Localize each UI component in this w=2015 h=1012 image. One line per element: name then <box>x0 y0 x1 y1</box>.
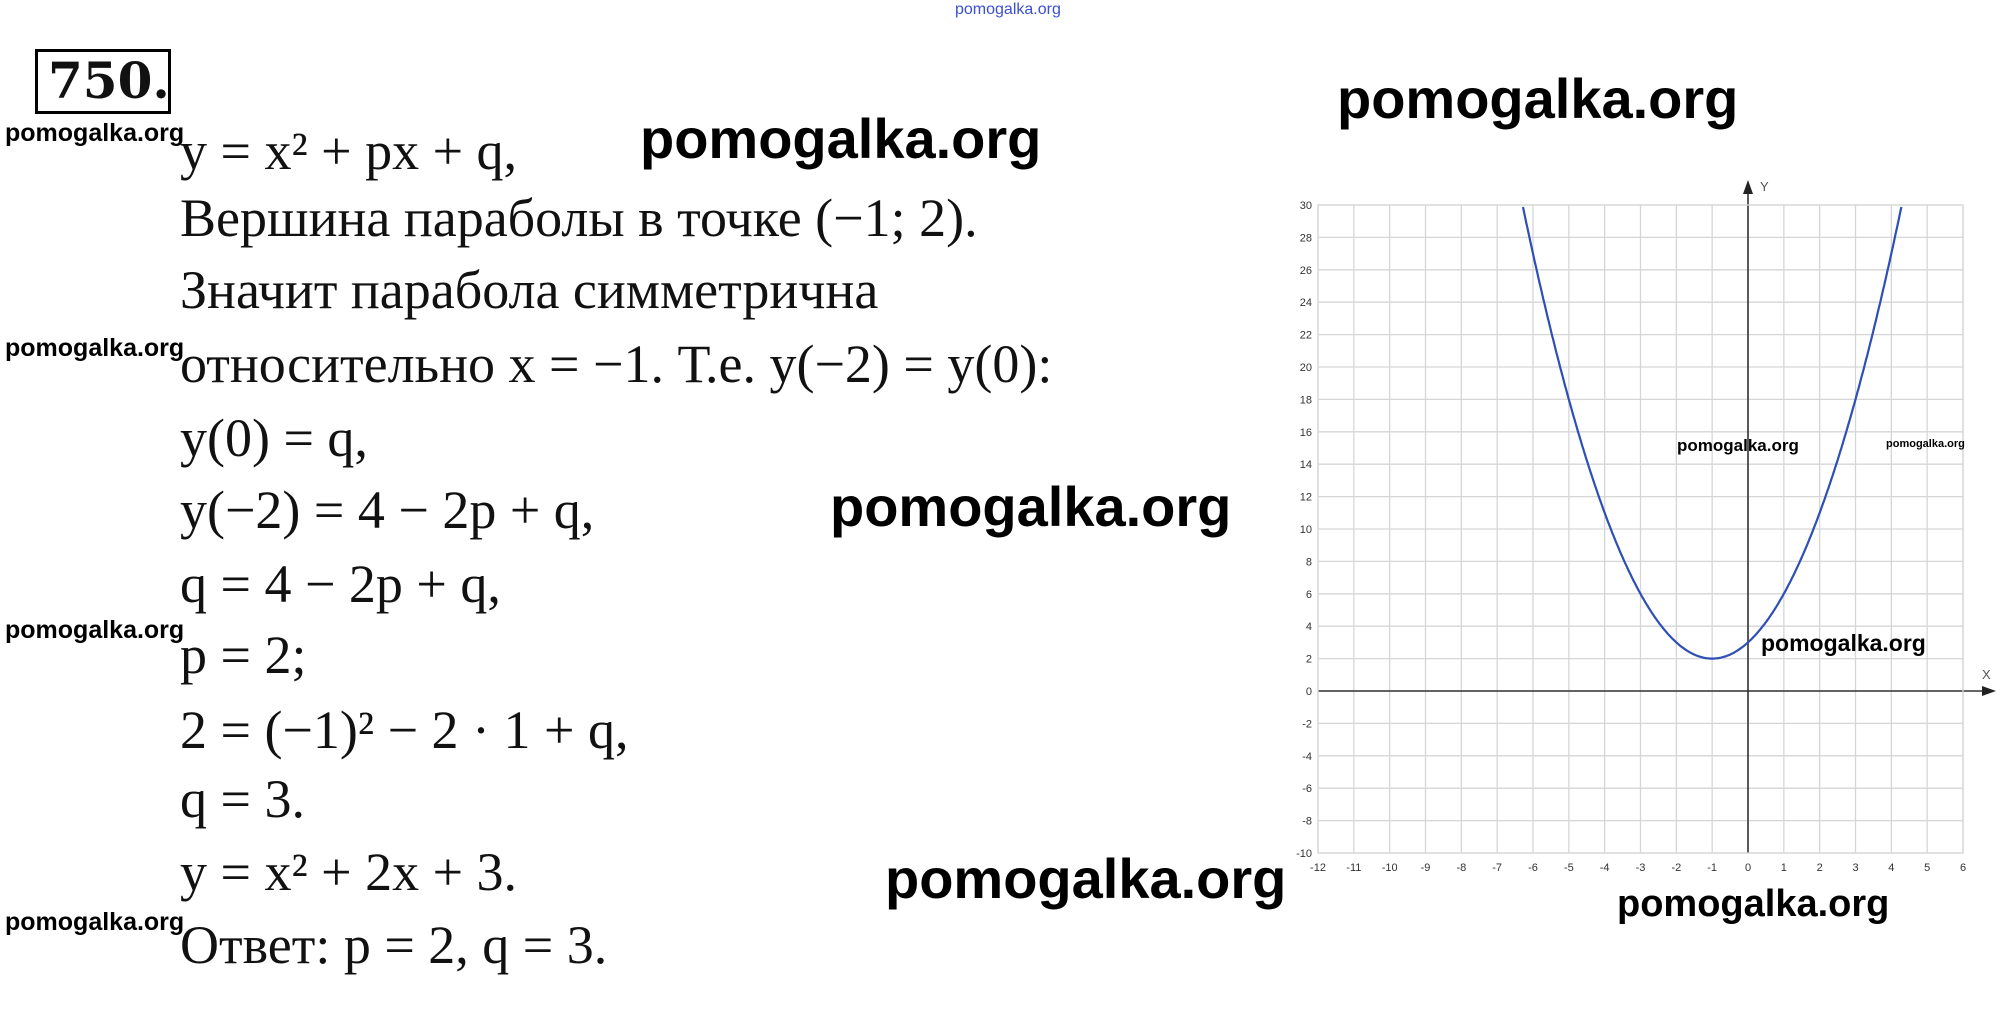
watermark: pomogalka.org <box>5 908 185 936</box>
x-tick-label: -5 <box>1564 862 1574 874</box>
x-tick-label: 6 <box>1960 862 1966 874</box>
y-tick-label: 12 <box>1300 492 1312 504</box>
watermark: pomogalka.org <box>955 1 1061 18</box>
x-tick-label: -10 <box>1382 862 1398 874</box>
x-tick-label: 2 <box>1817 862 1823 874</box>
solution-line: y = x² + 2x + 3. <box>180 842 518 902</box>
x-tick-label: -2 <box>1671 862 1681 874</box>
y-tick-label: 4 <box>1306 621 1312 633</box>
y-tick-label: -6 <box>1302 783 1312 795</box>
y-tick-label: 28 <box>1300 232 1312 244</box>
watermark: pomogalka.org <box>1617 883 1890 925</box>
y-tick-label: 18 <box>1300 394 1312 406</box>
watermark: pomogalka.org <box>830 475 1232 538</box>
x-tick-label: -3 <box>1636 862 1646 874</box>
solution-line: 2 = (−1)² − 2 · 1 + q, <box>180 700 629 760</box>
watermark: pomogalka.org <box>885 847 1287 910</box>
y-tick-label: 22 <box>1300 330 1312 342</box>
x-axis-arrow-icon <box>1982 686 1996 696</box>
watermark: pomogalka.org <box>1761 630 1926 656</box>
solution-line: y(0) = q, <box>180 408 368 468</box>
y-tick-label: 6 <box>1306 589 1312 601</box>
solution-line: q = 3. <box>180 769 305 829</box>
y-tick-label: 10 <box>1300 524 1312 536</box>
x-tick-label: 4 <box>1888 862 1894 874</box>
x-tick-label: -11 <box>1346 862 1361 874</box>
solution-line: Вершина параболы в точке (−1; 2). <box>180 188 978 248</box>
x-tick-label: -7 <box>1492 862 1502 874</box>
watermark: pomogalka.org <box>1337 67 1739 130</box>
solution-line: y = x² + px + q, <box>180 121 518 181</box>
y-tick-label: 8 <box>1306 556 1312 568</box>
x-tick-label: -6 <box>1528 862 1538 874</box>
y-tick-label: 2 <box>1306 654 1312 666</box>
watermark: pomogalka.org <box>5 616 185 644</box>
watermark: pomogalka.org <box>5 119 185 147</box>
y-tick-label: -8 <box>1302 816 1312 828</box>
y-tick-label: 24 <box>1300 297 1312 309</box>
parabola-curve <box>1521 206 1903 660</box>
y-tick-label: 26 <box>1300 265 1312 277</box>
y-axis-label: Y <box>1760 179 1769 194</box>
x-tick-label: -4 <box>1600 862 1610 874</box>
solution-line: y(−2) = 4 − 2p + q, <box>180 480 595 540</box>
solution-line: Ответ: p = 2, q = 3. <box>180 915 608 975</box>
x-tick-label: 1 <box>1781 862 1787 874</box>
y-tick-label: 14 <box>1300 459 1312 471</box>
problem-number: 750. <box>35 49 171 114</box>
x-tick-label: -8 <box>1456 862 1466 874</box>
solution-line: p = 2; <box>180 625 307 685</box>
watermark: pomogalka.org <box>1886 438 1965 450</box>
y-tick-label: 0 <box>1306 686 1312 698</box>
solution-line: относительно x = −1. Т.е. y(−2) = y(0): <box>180 334 1053 394</box>
y-tick-label: 30 <box>1300 200 1312 212</box>
x-tick-label: 5 <box>1924 862 1930 874</box>
y-tick-label: -4 <box>1302 751 1312 763</box>
x-tick-label: -1 <box>1707 862 1717 874</box>
y-tick-label: 16 <box>1300 427 1312 439</box>
x-tick-label: -12 <box>1310 862 1326 874</box>
y-tick-label: -10 <box>1296 848 1312 860</box>
watermark: pomogalka.org <box>1677 436 1799 455</box>
x-tick-label: -9 <box>1421 862 1431 874</box>
y-axis-arrow-icon <box>1743 180 1753 194</box>
plot-frame <box>1317 204 1964 854</box>
x-tick-label: 3 <box>1852 862 1858 874</box>
y-tick-label: -2 <box>1302 718 1312 730</box>
y-tick-label: 20 <box>1300 362 1312 374</box>
solution-line: Значит парабола симметрична <box>180 260 879 320</box>
watermark: pomogalka.org <box>640 107 1042 170</box>
solution-line: q = 4 − 2p + q, <box>180 554 501 614</box>
x-tick-label: 0 <box>1745 862 1751 874</box>
x-axis-label: X <box>1982 667 1991 682</box>
watermark: pomogalka.org <box>5 334 185 362</box>
